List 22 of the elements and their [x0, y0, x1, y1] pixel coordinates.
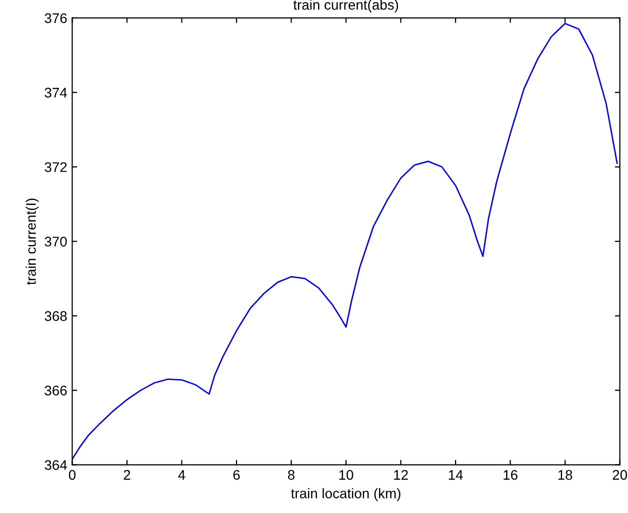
x-tick-label: 16 — [504, 470, 518, 480]
x-axis-title: train location (km) — [291, 488, 400, 502]
y-tick-label: 368 — [44, 311, 67, 322]
y-axis-title: train current(I) — [26, 198, 39, 285]
y-tick-label: 376 — [44, 13, 67, 24]
x-tick-label: 20 — [612, 470, 628, 480]
y-tick-label: 374 — [44, 88, 67, 98]
x-tick-label: 18 — [558, 470, 572, 480]
y-tick-label: 366 — [44, 386, 67, 396]
chart-title: train current(abs) — [293, 0, 398, 12]
x-tick-label: 12 — [394, 470, 408, 480]
x-tick-label: 14 — [448, 470, 463, 480]
x-tick-label: 6 — [233, 470, 240, 480]
x-tick-label: 0 — [68, 470, 76, 480]
y-tick-label: 372 — [44, 162, 67, 172]
x-tick-label: 4 — [178, 470, 186, 480]
y-tick-label: 370 — [44, 236, 67, 247]
x-tick-label: 2 — [124, 470, 130, 480]
y-tick-label: 364 — [44, 460, 67, 470]
x-tick-label: 8 — [288, 470, 295, 480]
line-series — [72, 22, 618, 460]
x-tick-label: 10 — [339, 470, 354, 480]
